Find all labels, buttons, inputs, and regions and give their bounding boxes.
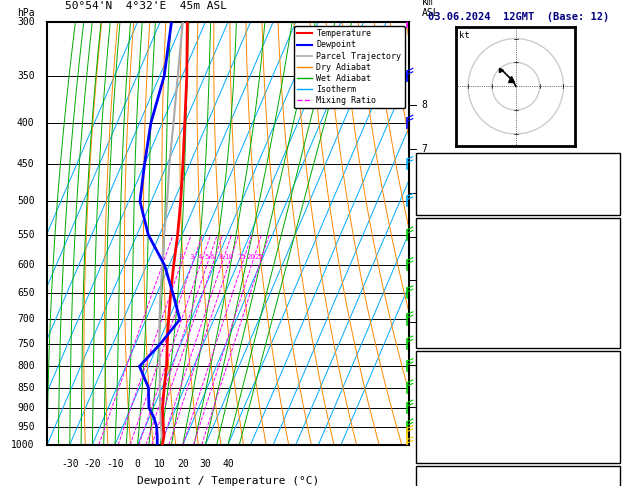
Text: CIN (J): CIN (J) [419, 328, 460, 338]
Text: kt: kt [459, 32, 469, 40]
Text: 8: 8 [421, 100, 427, 110]
Text: 1: 1 [160, 254, 164, 260]
Text: 450: 450 [17, 159, 35, 169]
Text: 300: 300 [17, 17, 35, 27]
Text: 400: 400 [17, 118, 35, 128]
Text: 8.7: 8.7 [599, 256, 617, 266]
Text: 3: 3 [189, 254, 194, 260]
Text: 306: 306 [599, 388, 617, 399]
Text: θₑ (K): θₑ (K) [419, 388, 454, 399]
Legend: Temperature, Dewpoint, Parcel Trajectory, Dry Adiabat, Wet Adiabat, Isotherm, Mi: Temperature, Dewpoint, Parcel Trajectory… [294, 26, 404, 108]
Text: 11: 11 [605, 238, 617, 248]
Text: 2: 2 [178, 254, 182, 260]
Text: CAPE (J): CAPE (J) [419, 424, 466, 434]
Text: 1.22: 1.22 [594, 193, 617, 204]
Text: 750: 750 [599, 370, 617, 381]
Text: 10: 10 [224, 254, 233, 260]
Text: 3: 3 [421, 317, 427, 328]
Text: 1: 1 [421, 402, 427, 412]
Text: Dewpoint / Temperature (°C): Dewpoint / Temperature (°C) [137, 476, 319, 486]
Text: PW (cm): PW (cm) [419, 193, 460, 204]
Text: Totals Totals: Totals Totals [419, 174, 495, 184]
Text: 800: 800 [17, 361, 35, 371]
Text: 20: 20 [247, 254, 256, 260]
Text: 27: 27 [605, 174, 617, 184]
Text: EH: EH [419, 485, 431, 486]
Text: K: K [419, 155, 425, 165]
Text: -20: -20 [84, 459, 101, 469]
Text: 650: 650 [17, 288, 35, 298]
Text: -30: -30 [61, 459, 79, 469]
Text: Pressure (mb): Pressure (mb) [419, 370, 495, 381]
Text: 1000: 1000 [11, 440, 35, 450]
Text: 0: 0 [611, 310, 617, 320]
Text: 550: 550 [17, 230, 35, 240]
Text: Temp (°C): Temp (°C) [419, 238, 472, 248]
Text: 4: 4 [198, 254, 203, 260]
Text: θₑ(K): θₑ(K) [419, 274, 448, 284]
Text: 5: 5 [204, 254, 209, 260]
Text: 0: 0 [611, 328, 617, 338]
Text: -1: -1 [605, 155, 617, 165]
Text: 750: 750 [17, 339, 35, 348]
Text: 6: 6 [421, 189, 427, 198]
Text: 03.06.2024  12GMT  (Base: 12): 03.06.2024 12GMT (Base: 12) [428, 12, 610, 22]
Text: 850: 850 [17, 382, 35, 393]
Text: 25: 25 [255, 254, 264, 260]
Text: 9: 9 [611, 406, 617, 417]
Text: 0: 0 [135, 459, 140, 469]
Text: Dewp (°C): Dewp (°C) [419, 256, 472, 266]
Text: 4: 4 [421, 275, 427, 285]
Text: 6: 6 [210, 254, 214, 260]
Text: 500: 500 [17, 196, 35, 206]
Text: 12: 12 [605, 292, 617, 302]
Text: Lifted Index: Lifted Index [419, 406, 489, 417]
Text: Mixing Ratio (g/kg): Mixing Ratio (g/kg) [447, 177, 457, 289]
Text: 15: 15 [237, 254, 246, 260]
Text: 950: 950 [17, 422, 35, 432]
Text: -10: -10 [106, 459, 124, 469]
Text: 2: 2 [421, 360, 427, 369]
Text: 50°54'N  4°32'E  45m ASL: 50°54'N 4°32'E 45m ASL [65, 1, 227, 11]
Text: km
ASL: km ASL [421, 0, 439, 17]
Text: hPa: hPa [16, 8, 35, 17]
Text: 0: 0 [611, 424, 617, 434]
Text: 30: 30 [199, 459, 211, 469]
Text: Hodograph: Hodograph [491, 467, 545, 477]
Text: CAPE (J): CAPE (J) [419, 310, 466, 320]
Text: 20: 20 [177, 459, 189, 469]
Text: 900: 900 [17, 403, 35, 413]
Text: LCL: LCL [421, 429, 438, 438]
Text: 350: 350 [17, 71, 35, 81]
Text: 0: 0 [611, 442, 617, 452]
Text: 600: 600 [17, 260, 35, 270]
Text: © weatheronline.co.uk: © weatheronline.co.uk [461, 471, 574, 480]
Text: 40: 40 [222, 459, 234, 469]
Text: 700: 700 [17, 314, 35, 325]
Text: Surface: Surface [498, 220, 538, 230]
Text: 18: 18 [605, 485, 617, 486]
Text: 10: 10 [154, 459, 166, 469]
Text: 7: 7 [421, 144, 427, 154]
Text: Most Unstable: Most Unstable [480, 352, 556, 363]
Text: CIN (J): CIN (J) [419, 442, 460, 452]
Text: 302: 302 [599, 274, 617, 284]
Text: Lifted Index: Lifted Index [419, 292, 489, 302]
Text: 5: 5 [421, 232, 427, 242]
Text: 8: 8 [219, 254, 223, 260]
